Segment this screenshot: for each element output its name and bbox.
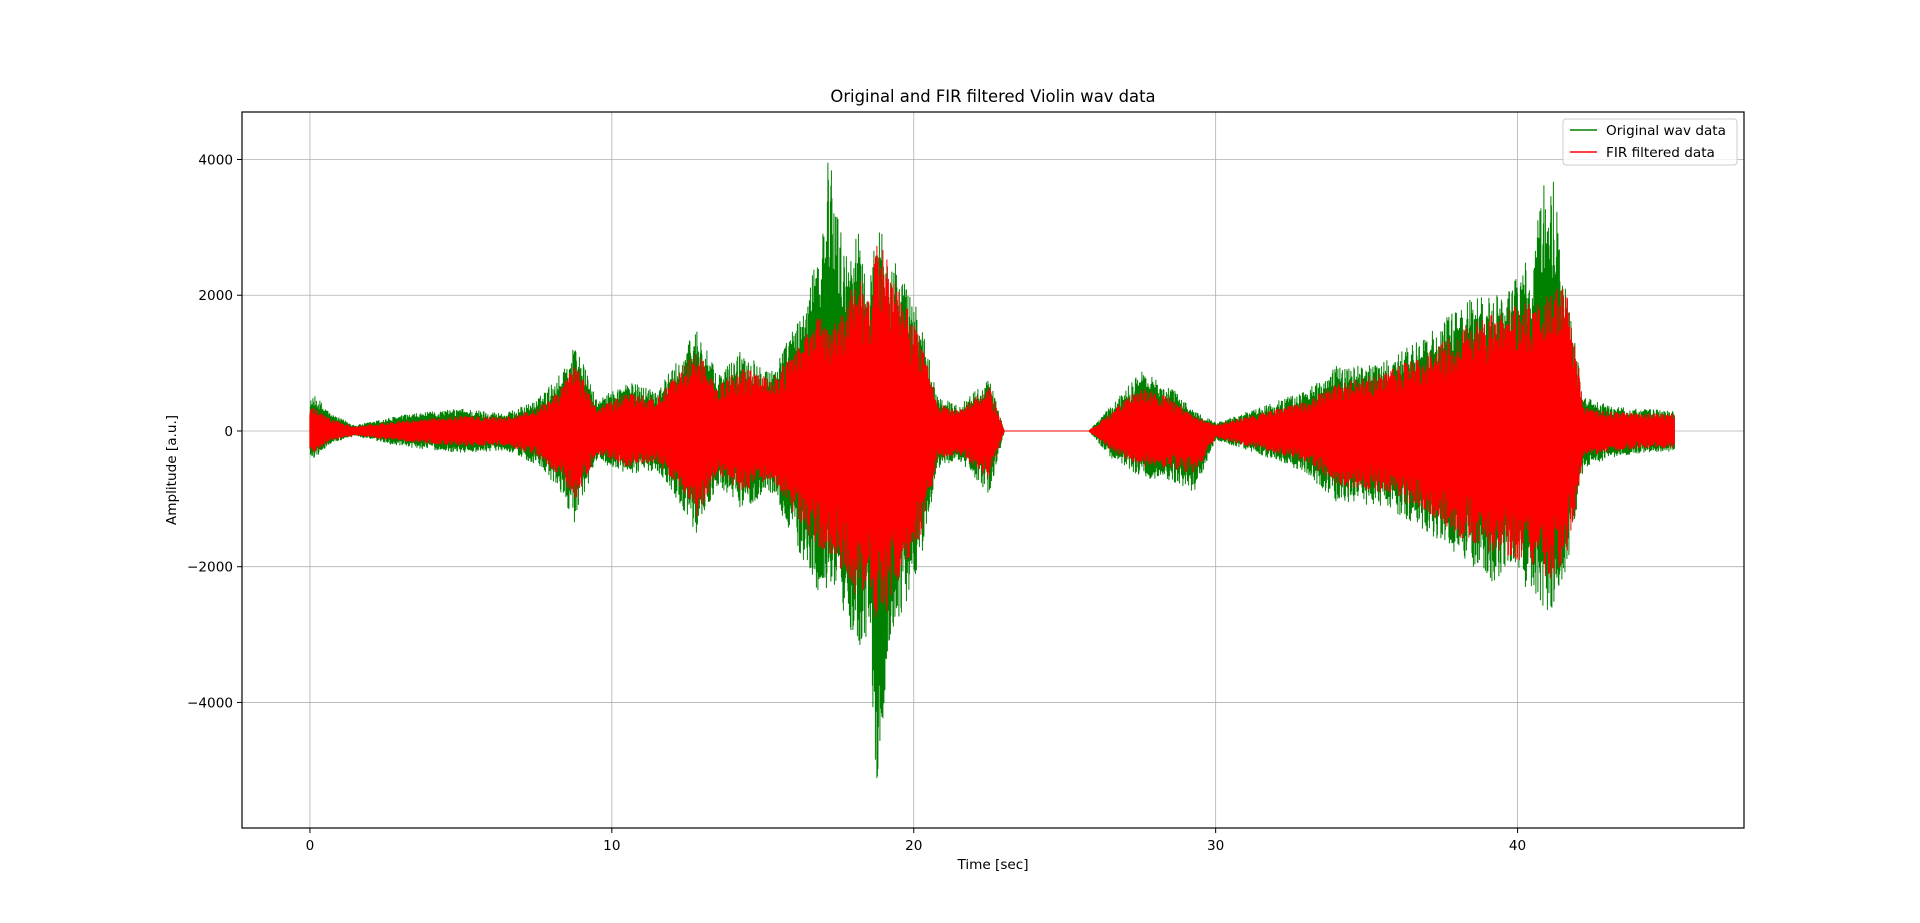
axes-frame: [241, 111, 1745, 829]
x-tick-label: 30: [1207, 838, 1224, 854]
x-axis-ticks: 0 10 20 30 40: [306, 828, 1526, 854]
x-tick-label: 0: [306, 838, 315, 854]
y-axis-ticks: −4000 −2000 0 2000 4000: [187, 153, 242, 711]
legend: Original wav data FIR filtered data: [1562, 118, 1738, 166]
series-fir-line: [309, 245, 1675, 618]
x-tick-label: 20: [905, 838, 922, 854]
series-layer: [309, 162, 1675, 779]
x-axis-label: Time [sec]: [956, 857, 1028, 873]
legend-label-fir: FIR filtered data: [1606, 145, 1715, 161]
legend-label-original: Original wav data: [1606, 123, 1726, 139]
y-tick-label: 2000: [198, 288, 233, 304]
y-tick-label: −4000: [187, 695, 233, 711]
y-tick-label: 4000: [198, 153, 233, 169]
legend-box: [1562, 118, 1738, 166]
chart-title: Original and FIR filtered Violin wav dat…: [830, 87, 1155, 106]
y-axis-label: Amplitude [a.u.]: [164, 415, 180, 525]
y-tick-label: 0: [224, 424, 233, 440]
x-tick-label: 40: [1509, 838, 1526, 854]
y-tick-label: −2000: [187, 560, 233, 576]
x-tick-label: 10: [603, 838, 620, 854]
